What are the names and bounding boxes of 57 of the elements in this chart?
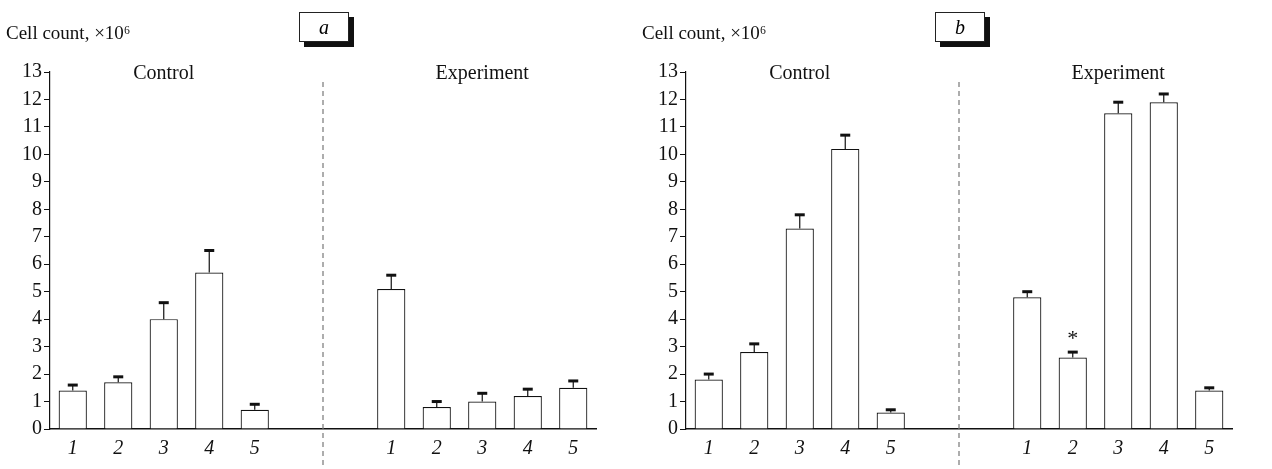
x-tick-label: 3	[157, 436, 169, 459]
y-tick-label: 2	[32, 361, 42, 384]
y-tick-label: 12	[658, 86, 678, 109]
x-tick-label: 2	[431, 436, 442, 459]
y-tick-label: 8	[32, 196, 42, 219]
y-tick-label: 4	[668, 306, 678, 329]
y-tick-label: 3	[32, 333, 42, 356]
x-tick-label: 4	[840, 436, 851, 459]
annotation: Control	[133, 61, 195, 84]
chart-title: b	[935, 12, 985, 42]
x-tick-label: 2	[1067, 436, 1078, 459]
y-tick-label: 2	[668, 361, 678, 384]
annotation: Experiment	[435, 61, 530, 85]
y-tick-label: 0	[32, 416, 42, 439]
x-tick-label: 2	[113, 436, 124, 459]
y-tick-label: 10	[658, 141, 678, 164]
annotation: Control	[769, 61, 831, 84]
y-tick-label: 6	[32, 251, 42, 274]
x-tick-label: 4	[1158, 436, 1169, 459]
x-tick-label: 1	[67, 436, 78, 459]
y-axis-title: Cell count, ×10⁶	[6, 22, 131, 44]
y-tick-label: 11	[22, 114, 42, 137]
data-label: *	[1067, 324, 1079, 350]
y-tick-label: 6	[668, 251, 678, 274]
y-tick-label: 5	[668, 278, 678, 301]
y-tick-label: 0	[668, 416, 678, 439]
chart-title: a	[299, 12, 349, 42]
x-tick-label: 1	[703, 436, 714, 459]
x-tick-label: 2	[749, 436, 760, 459]
y-tick-label: 13	[658, 59, 678, 82]
y-axis-title: Cell count, ×10⁶	[642, 22, 767, 44]
y-tick-label: 1	[32, 388, 42, 411]
x-tick-label: 5	[249, 436, 260, 459]
y-tick-label: 10	[22, 141, 42, 164]
x-tick-label: 4	[522, 436, 533, 459]
y-tick-label: 12	[22, 86, 42, 109]
y-tick-label: 3	[668, 333, 678, 356]
x-tick-label: 3	[476, 436, 488, 459]
y-tick-label: 9	[668, 169, 678, 192]
annotation: Experiment	[1071, 61, 1166, 85]
x-tick-label: 5	[1204, 436, 1215, 459]
x-tick-label: 5	[568, 436, 579, 459]
x-tick-label: 1	[1022, 436, 1033, 459]
y-tick-label: 11	[658, 114, 678, 137]
y-tick-label: 7	[668, 224, 678, 247]
x-tick-label: 4	[204, 436, 215, 459]
y-tick-label: 13	[22, 59, 42, 82]
y-tick-label: 1	[668, 388, 678, 411]
y-tick-label: 7	[32, 224, 42, 247]
x-tick-label: 3	[793, 436, 805, 459]
x-tick-label: 3	[1112, 436, 1124, 459]
y-tick-label: 8	[668, 196, 678, 219]
x-tick-label: 5	[885, 436, 896, 459]
y-tick-label: 9	[32, 169, 42, 192]
y-tick-label: 5	[32, 278, 42, 301]
x-tick-label: 1	[386, 436, 397, 459]
y-tick-label: 4	[32, 306, 42, 329]
